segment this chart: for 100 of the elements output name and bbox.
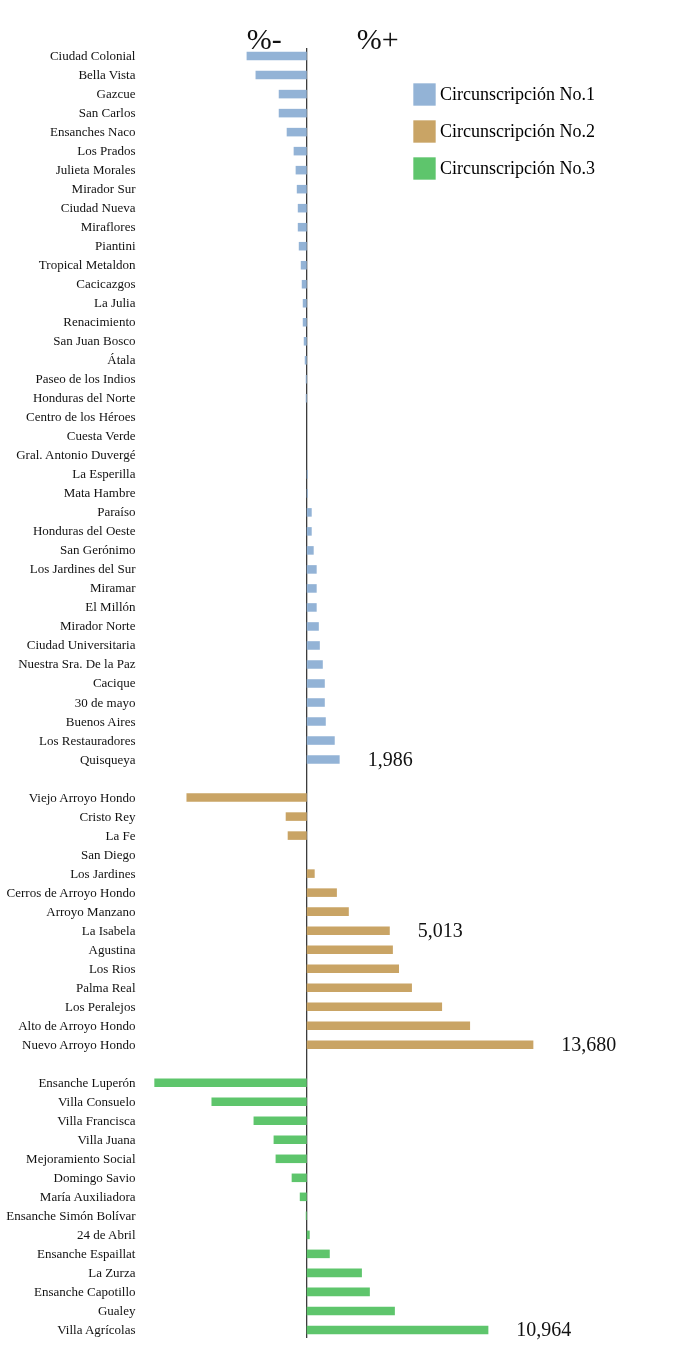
y-tick-label: Mirador Norte: [60, 618, 136, 634]
y-tick-label: Bella Vista: [78, 67, 136, 83]
bar: [306, 907, 349, 916]
bar: [306, 983, 412, 992]
y-tick-label: La Esperilla: [72, 466, 136, 482]
y-tick-label: Domingo Savio: [53, 1169, 136, 1185]
bar: [255, 70, 307, 80]
data-label: 5,013: [417, 918, 463, 941]
bar: [306, 622, 319, 631]
data-label: 1,986: [367, 747, 413, 770]
y-tick-label: Ensanche Simón Bolívar: [6, 1207, 137, 1223]
y-tick-label: Ensanche Luperón: [38, 1074, 136, 1090]
bar: [278, 108, 307, 118]
y-tick-label: Paseo de los Indios: [35, 371, 136, 387]
bar: [186, 793, 307, 802]
bar: [278, 89, 307, 99]
y-tick-label: Tropical Metaldon: [38, 257, 136, 273]
bar: [246, 51, 307, 61]
bar: [275, 1154, 307, 1164]
y-tick-label: Arroyo Manzano: [46, 903, 136, 919]
bar: [291, 1173, 307, 1183]
y-tick-label: Nuevo Arroyo Hondo: [22, 1036, 136, 1052]
y-tick-label: Buenos Aires: [65, 713, 136, 729]
bar: [306, 603, 317, 612]
y-tick-label: Alto de Arroyo Hondo: [18, 1017, 136, 1033]
bar: [302, 298, 307, 308]
y-tick-label: Mejoramiento Social: [26, 1150, 136, 1166]
bar: [306, 565, 317, 574]
annotation: %-: [246, 22, 282, 55]
bar: [298, 241, 307, 251]
bar: [306, 717, 326, 726]
y-tick-label: San Diego: [80, 846, 136, 862]
bar: [297, 222, 307, 232]
bar: [303, 336, 307, 346]
y-tick-label: Cristo Rey: [79, 808, 136, 824]
y-tick-label: Ciudad Universitaria: [26, 637, 136, 653]
y-tick-label: Paraíso: [97, 504, 136, 520]
y-tick-label: Los Prados: [77, 143, 136, 159]
bar: [306, 1040, 534, 1050]
bar: [297, 203, 307, 213]
bar: [306, 584, 317, 593]
y-tick-label: Villa Francisca: [57, 1112, 136, 1128]
bar: [306, 1002, 443, 1011]
y-tick-label: Piantini: [95, 238, 136, 254]
bar: [306, 1287, 370, 1297]
y-tick-label: Cacique: [92, 675, 136, 691]
bar: [306, 527, 312, 536]
bar: [306, 641, 320, 650]
bar: [306, 679, 325, 688]
bar: [306, 660, 323, 669]
y-tick-label: Los Restauradores: [39, 732, 136, 748]
y-tick-label: Ensanche Capotillo: [34, 1283, 136, 1299]
bar: [300, 260, 307, 270]
y-tick-label: Centro de los Héroes: [26, 409, 136, 425]
bar: [293, 146, 307, 156]
bar: [306, 1325, 489, 1335]
y-tick-label: Cerros de Arroyo Hondo: [6, 884, 136, 900]
bar: [253, 1116, 307, 1126]
y-tick-label: Ciudad Nueva: [60, 200, 136, 216]
bar: [306, 1306, 395, 1316]
bar: [287, 831, 307, 840]
bar: [306, 698, 325, 707]
bar: [306, 1230, 310, 1240]
bar: [285, 812, 307, 821]
y-tick-label: Cacicazgos: [76, 276, 136, 292]
y-tick-label: San Carlos: [78, 105, 136, 121]
y-tick-label: Ensanche Espaillat: [36, 1245, 136, 1261]
y-tick-label: Miraflores: [80, 219, 136, 235]
y-tick-label: Villa Agrícolas: [57, 1321, 136, 1337]
bar: [306, 888, 337, 897]
bar: [286, 127, 307, 137]
y-tick-label: Ciudad Colonial: [49, 48, 136, 64]
y-tick-label: Honduras del Oeste: [32, 523, 136, 539]
bar: [306, 1021, 471, 1030]
y-tick-label: Átala: [107, 352, 136, 368]
y-tick-label: Nuestra Sra. De la Paz: [18, 656, 136, 672]
legend-label: Circunscripción No.3: [440, 157, 595, 178]
y-tick-label: Los Jardines: [70, 865, 136, 881]
y-tick-label: Quisqueya: [79, 751, 136, 767]
y-tick-label: Mata Hambre: [63, 485, 136, 501]
bar: [302, 317, 307, 327]
y-tick-label: Villa Consuelo: [57, 1093, 136, 1109]
y-tick-label: San Gerónimo: [60, 542, 136, 558]
y-tick-label: La Julia: [93, 295, 136, 311]
data-label: 13,680: [561, 1032, 617, 1055]
bar: [306, 945, 393, 954]
bar: [295, 165, 307, 175]
y-tick-label: Villa Juana: [77, 1131, 136, 1147]
bar: [306, 964, 400, 973]
y-tick-label: Agustina: [88, 941, 136, 957]
y-tick-label: Ensanches Naco: [49, 124, 136, 140]
bar: [306, 1249, 330, 1259]
bar: [306, 926, 390, 935]
y-tick-label: Mirador Sur: [71, 181, 137, 197]
y-tick-label: La Isabela: [81, 922, 136, 938]
y-tick-label: Honduras del Norte: [32, 390, 136, 406]
y-tick-label: Julieta Morales: [55, 162, 136, 178]
y-tick-label: 30 de mayo: [74, 694, 136, 710]
y-tick-label: Gral. Antonio Duvergé: [16, 447, 136, 463]
annotation: %+: [356, 22, 399, 55]
